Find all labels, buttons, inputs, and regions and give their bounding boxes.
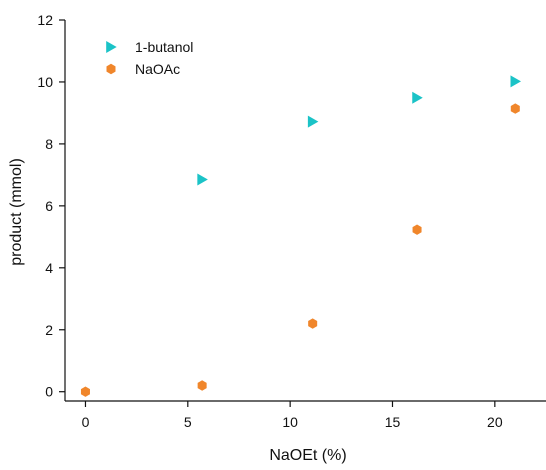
x-tick-label: 5 [184, 414, 192, 430]
naoac-point [510, 103, 520, 114]
legend: 1-butanol NaOAc [106, 39, 193, 77]
1-butanol-point [307, 115, 319, 128]
x-tick-label: 15 [385, 414, 401, 430]
y-ticks: 0 2 4 6 8 10 12 [37, 12, 65, 400]
1-butanol-point [510, 75, 521, 88]
naoac-point [412, 224, 422, 235]
y-tick-label: 6 [45, 198, 53, 214]
data-points [80, 75, 521, 397]
legend-label: 1-butanol [135, 39, 193, 55]
y-tick-label: 8 [45, 136, 53, 152]
y-tick-label: 2 [45, 322, 53, 338]
y-axis-title: product (mmol) [8, 158, 25, 266]
x-tick-label: 0 [82, 414, 90, 430]
y-tick-label: 10 [37, 74, 53, 90]
naoac-point [80, 386, 90, 397]
legend-marker [106, 63, 116, 75]
1-butanol-point [197, 173, 208, 186]
y-tick-label: 0 [45, 384, 53, 400]
1-butanol-point [412, 91, 423, 104]
x-tick-label: 10 [282, 414, 298, 430]
axes [64, 20, 546, 402]
x-tick-label: 20 [487, 414, 503, 430]
legend-label: NaOAc [135, 61, 180, 77]
x-axis-title: NaOEt (%) [269, 447, 346, 464]
legend-marker [106, 41, 117, 53]
naoac-point [308, 318, 318, 329]
x-ticks: 0 5 10 15 20 [82, 401, 503, 430]
y-tick-label: 12 [37, 12, 53, 28]
y-tick-label: 4 [45, 260, 53, 276]
naoac-point [197, 380, 207, 391]
